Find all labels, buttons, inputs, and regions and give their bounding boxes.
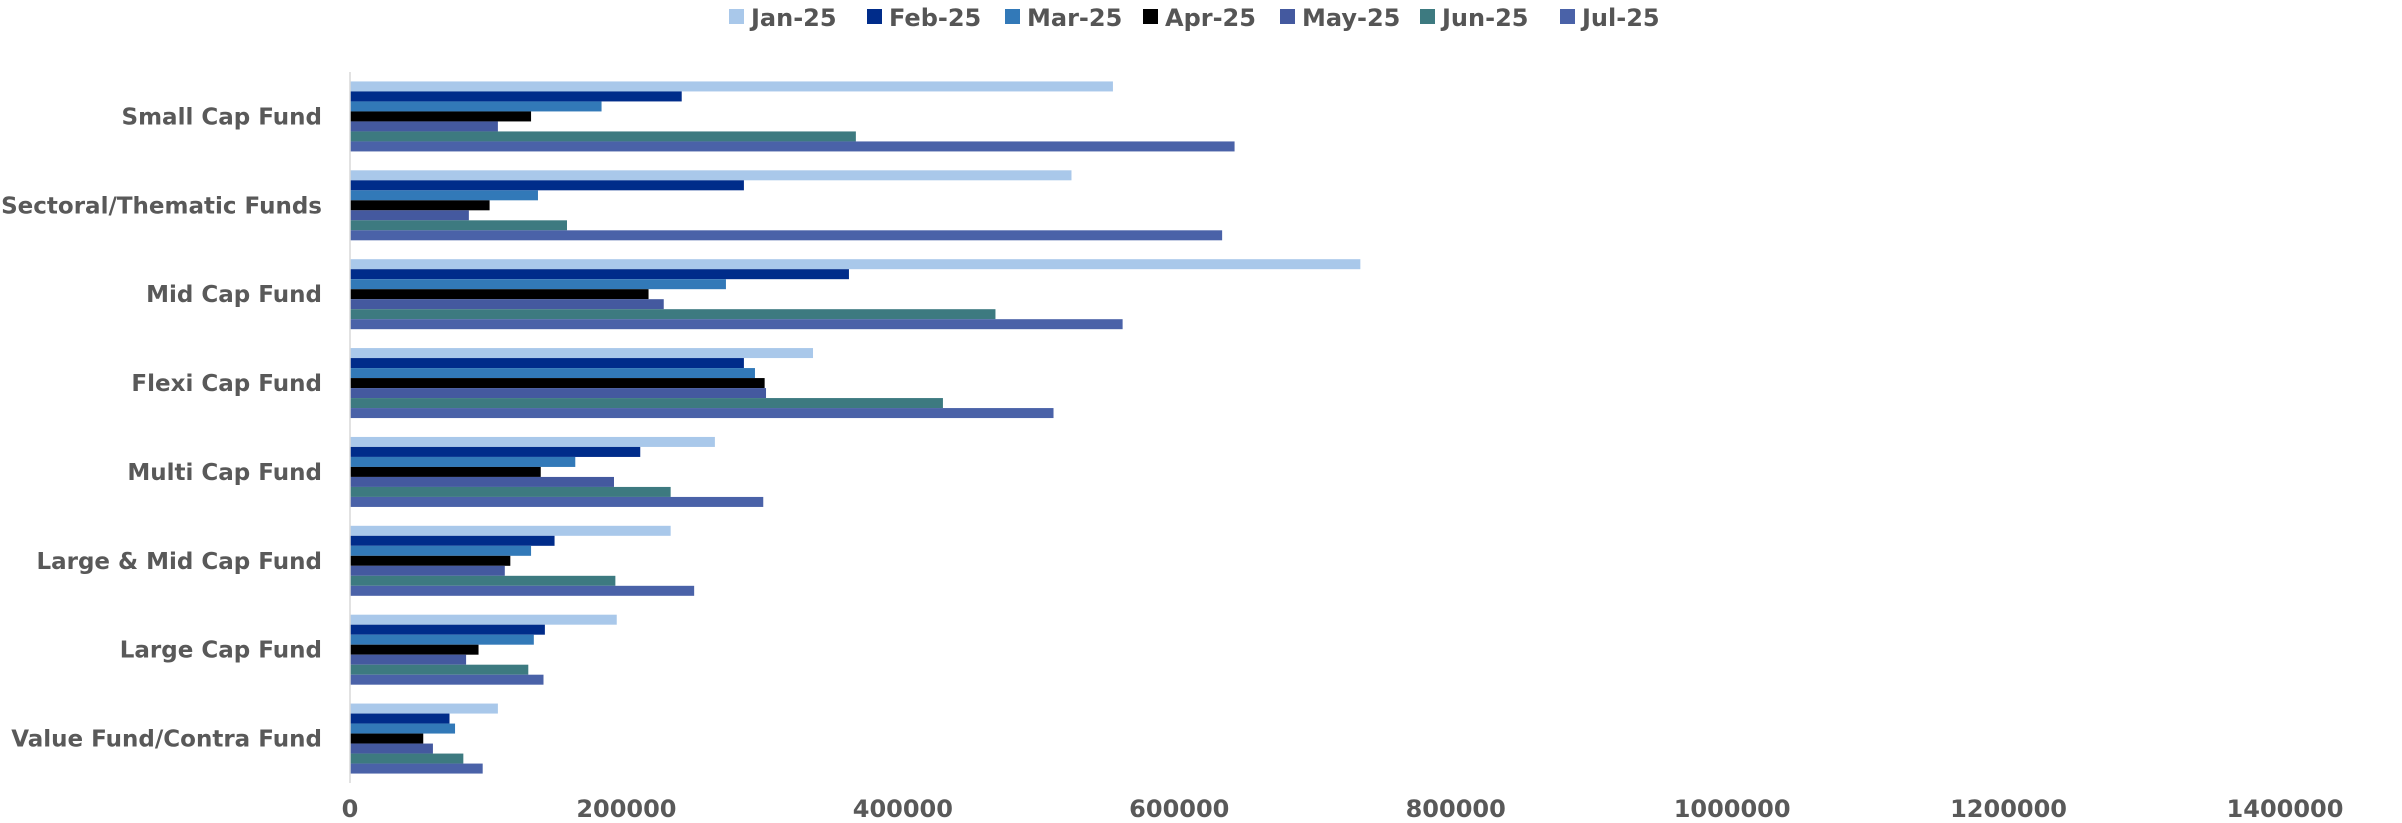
x-tick-label: 1200000: [1950, 795, 2067, 823]
bar-may-25-1: [350, 121, 498, 132]
bar-feb-25-4: [350, 358, 744, 369]
x-tick-label: 0: [342, 795, 359, 823]
bars: [350, 81, 1361, 774]
legend-label: May-25: [1302, 4, 1400, 32]
bar-jun-25-3: [350, 309, 996, 320]
bar-may-25-3: [350, 299, 664, 310]
legend-swatch: [867, 9, 882, 24]
axes: Small Cap Fund Sectoral/Thematic Funds Mid…: [1, 72, 2343, 823]
category-label: Value Fund/Contra Fund: [11, 727, 322, 753]
x-tick-label: 1400000: [2227, 795, 2344, 823]
category-label: Mid Cap Fund: [146, 282, 322, 308]
bar-jun-25-1: [350, 131, 856, 142]
legend-swatch: [729, 9, 744, 24]
legend-label: Apr-25: [1165, 4, 1256, 32]
bar-may-25-4: [350, 388, 767, 399]
bar-mar-25-2: [350, 190, 538, 201]
bar-jul-25-5: [350, 496, 764, 507]
bar-jan-25-6: [350, 525, 671, 536]
bar-jul-25-7: [350, 674, 544, 685]
legend-swatch: [1420, 9, 1435, 24]
legend-label: Mar-25: [1027, 4, 1122, 32]
bar-jan-25-8: [350, 703, 498, 714]
bar-jun-25-4: [350, 398, 943, 409]
bar-mar-25-3: [350, 279, 726, 290]
bar-jun-25-2: [350, 220, 567, 231]
bar-may-25-2: [350, 210, 469, 221]
bar-feb-25-7: [350, 624, 545, 635]
x-tick-label: 800000: [1406, 795, 1506, 823]
bar-feb-25-1: [350, 91, 682, 102]
bar-apr-25-6: [350, 555, 511, 566]
legend-item-mar-25: Mar-25: [1005, 4, 1122, 32]
bar-mar-25-1: [350, 101, 602, 112]
legend: Jan-25 Feb-25 Mar-25 Apr-25 May-25 Jun-25 Jul-…: [729, 4, 1660, 32]
legend-item-jul-25: Jul-25: [1560, 4, 1660, 32]
category-label: Large & Mid Cap Fund: [36, 549, 322, 575]
legend-swatch: [1005, 9, 1020, 24]
bar-apr-25-3: [350, 289, 649, 300]
bar-jul-25-3: [350, 319, 1123, 330]
category-label: Sectoral/Thematic Funds: [1, 193, 322, 219]
bar-jan-25-2: [350, 170, 1072, 181]
category-label: Small Cap Fund: [122, 104, 322, 130]
bar-feb-25-2: [350, 180, 744, 191]
bar-feb-25-3: [350, 269, 849, 280]
category-label: Flexi Cap Fund: [131, 371, 322, 397]
bar-may-25-8: [350, 743, 433, 754]
bar-apr-25-2: [350, 200, 490, 211]
bar-jun-25-7: [350, 664, 529, 675]
bar-jul-25-4: [350, 408, 1054, 419]
bar-apr-25-8: [350, 733, 424, 744]
x-tick-label: 200000: [576, 795, 676, 823]
category-label: Multi Cap Fund: [127, 460, 322, 486]
bar-may-25-5: [350, 476, 614, 487]
legend-item-feb-25: Feb-25: [867, 4, 981, 32]
bar-jun-25-6: [350, 575, 616, 586]
legend-item-jan-25: Jan-25: [729, 4, 837, 32]
bar-mar-25-5: [350, 456, 576, 467]
bar-jul-25-6: [350, 585, 695, 596]
category-label: Large Cap Fund: [120, 638, 322, 664]
x-tick-label: 600000: [1129, 795, 1229, 823]
bar-mar-25-4: [350, 368, 755, 379]
bar-jun-25-5: [350, 486, 671, 497]
bar-jul-25-1: [350, 141, 1235, 152]
bar-may-25-6: [350, 565, 505, 576]
bar-jul-25-2: [350, 230, 1223, 241]
bar-jan-25-3: [350, 259, 1361, 270]
legend-item-apr-25: Apr-25: [1143, 4, 1256, 32]
x-tick-label: 400000: [853, 795, 953, 823]
bar-feb-25-6: [350, 535, 555, 546]
bar-jul-25-8: [350, 763, 483, 774]
legend-label: Jan-25: [749, 4, 837, 32]
bar-apr-25-5: [350, 466, 541, 477]
bar-jan-25-5: [350, 436, 715, 447]
legend-swatch: [1560, 9, 1575, 24]
bar-feb-25-5: [350, 446, 641, 457]
bar-may-25-7: [350, 654, 467, 665]
x-tick-label: 1000000: [1674, 795, 1791, 823]
legend-swatch: [1280, 9, 1295, 24]
bar-apr-25-4: [350, 378, 765, 389]
legend-swatch: [1143, 9, 1158, 24]
bar-mar-25-7: [350, 634, 534, 645]
bar-jun-25-8: [350, 753, 464, 764]
bar-mar-25-6: [350, 545, 532, 556]
bar-apr-25-1: [350, 111, 532, 122]
bar-jan-25-4: [350, 348, 814, 359]
legend-item-jun-25: Jun-25: [1420, 4, 1528, 32]
legend-label: Jun-25: [1440, 4, 1528, 32]
bar-mar-25-8: [350, 723, 456, 734]
bar-jan-25-7: [350, 614, 617, 625]
bar-jan-25-1: [350, 81, 1113, 92]
legend-item-may-25: May-25: [1280, 4, 1400, 32]
bar-feb-25-8: [350, 713, 450, 724]
bar-apr-25-7: [350, 644, 479, 655]
legend-label: Feb-25: [889, 4, 981, 32]
legend-label: Jul-25: [1580, 4, 1660, 32]
